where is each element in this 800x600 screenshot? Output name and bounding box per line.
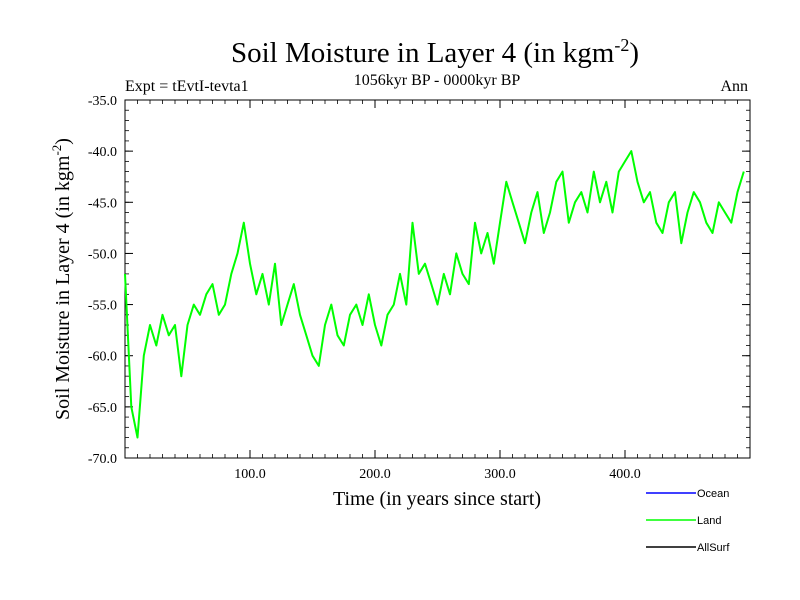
minor-ticks [125,99,750,459]
period-label: Ann [720,78,748,95]
x-axis: 100.0 200.0 300.0 400.0 [234,100,641,482]
x-axis-label: Time (in years since start) [333,488,541,510]
chart-subtitle: 1056kyr BP - 0000kyr BP [354,72,521,89]
x-tick-label: 300.0 [484,467,516,482]
y-tick-label: -50.0 [88,247,117,262]
y-tick-label: -60.0 [88,350,117,365]
legend-label-allsurf: AllSurf [697,542,730,554]
y-tick-label: -35.0 [88,94,117,109]
legend-label-ocean: Ocean [697,488,729,500]
plot-frame [124,99,751,459]
x-tick-label: 100.0 [234,467,266,482]
legend: Ocean Land AllSurf [646,488,730,554]
y-tick-label: -45.0 [88,196,117,211]
expt-label: Expt = tEvtI-tevta1 [125,78,249,95]
y-tick-label: -70.0 [88,452,117,467]
y-tick-label: -65.0 [88,401,117,416]
x-tick-label: 400.0 [609,467,641,482]
legend-label-land: Land [697,515,721,527]
y-tick-label: -55.0 [88,299,117,314]
y-axis-label: Soil Moisture in Layer 4 (in kgm-2) [49,138,74,420]
y-tick-label: -40.0 [88,145,117,160]
x-tick-label: 200.0 [359,467,391,482]
y-axis: -70.0 -65.0 -60.0 -55.0 -50.0 -45.0 -40.0 -35.0 [88,94,750,467]
series-line-land [124,150,745,439]
chart-title: Soil Moisture in Layer 4 (in kgm-2) [231,35,639,69]
